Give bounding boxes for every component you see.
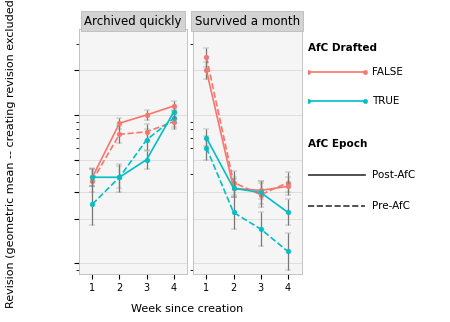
Text: Pre-AfC: Pre-AfC: [372, 201, 410, 211]
Text: Revision (geometric mean -- creating revision excluded): Revision (geometric mean -- creating rev…: [6, 0, 16, 308]
Text: AfC Drafted: AfC Drafted: [308, 43, 377, 53]
Text: FALSE: FALSE: [372, 67, 403, 77]
Text: TRUE: TRUE: [372, 97, 399, 107]
Text: AfC Epoch: AfC Epoch: [308, 139, 368, 149]
Title: Survived a month: Survived a month: [194, 15, 300, 28]
Text: Week since creation: Week since creation: [130, 304, 243, 314]
Text: Post-AfC: Post-AfC: [372, 170, 415, 180]
Title: Archived quickly: Archived quickly: [84, 15, 182, 28]
